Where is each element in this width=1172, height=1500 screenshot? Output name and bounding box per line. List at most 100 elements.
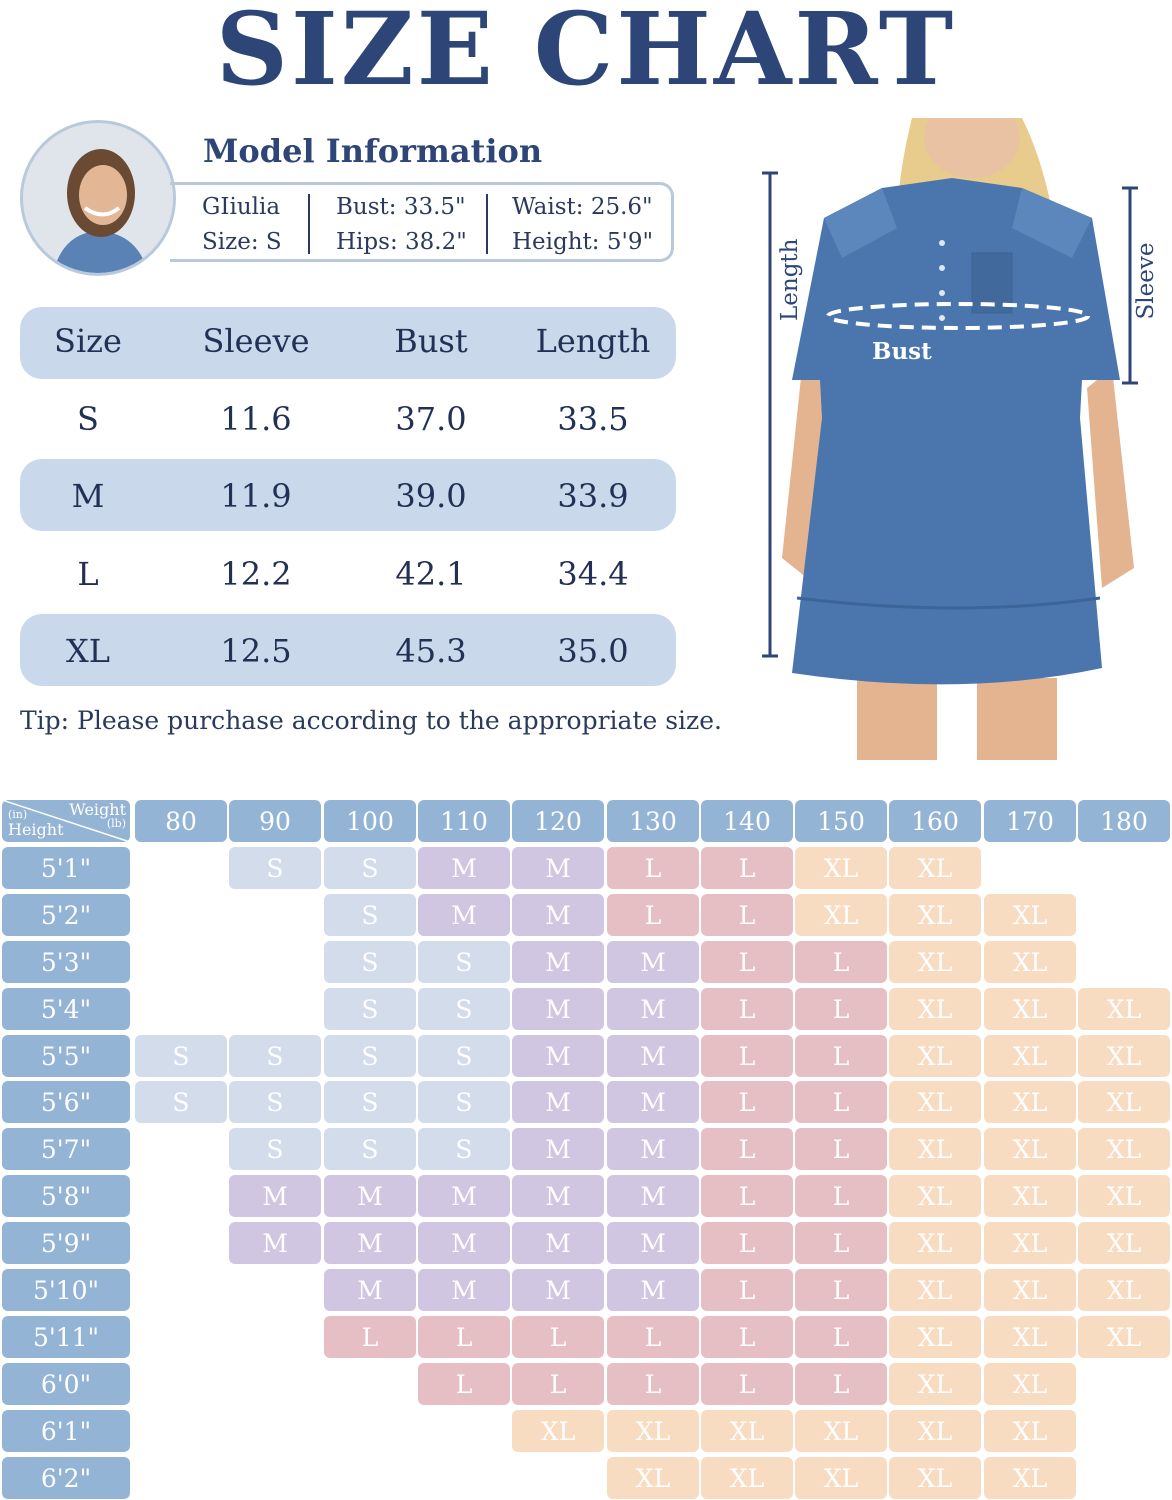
size-table-row-stripe bbox=[20, 459, 676, 531]
weight-header: 180 bbox=[1078, 800, 1170, 842]
height-header: 5'2" bbox=[2, 894, 130, 936]
size-cell: S bbox=[135, 1035, 227, 1077]
size-cell: S bbox=[418, 1035, 510, 1077]
model-divider bbox=[486, 194, 488, 254]
size-cell: L bbox=[607, 1316, 699, 1358]
size-cell: XL bbox=[889, 1081, 981, 1123]
size-table-header-row bbox=[20, 307, 676, 379]
size-cell: L bbox=[701, 1081, 793, 1123]
size-cell: XL bbox=[1078, 1035, 1170, 1077]
size-table-cell: 39.0 bbox=[395, 477, 467, 515]
model-measure-block-1: Bust: 33.5" Hips: 38.2" bbox=[336, 190, 467, 260]
weight-header: 100 bbox=[324, 800, 416, 842]
size-cell: S bbox=[135, 1081, 227, 1123]
size-cell: S bbox=[418, 941, 510, 983]
size-cell: XL bbox=[607, 1410, 699, 1452]
size-table-cell: 11.9 bbox=[220, 477, 292, 515]
size-table-cell: 37.0 bbox=[395, 400, 467, 438]
size-cell: L bbox=[512, 1316, 604, 1358]
size-cell: M bbox=[607, 1081, 699, 1123]
size-cell: XL bbox=[607, 1457, 699, 1499]
size-cell: XL bbox=[889, 1410, 981, 1452]
height-header: 5'9" bbox=[2, 1222, 130, 1264]
size-cell: XL bbox=[889, 1269, 981, 1311]
size-cell: M bbox=[607, 1222, 699, 1264]
model-height: Height: 5'9" bbox=[512, 229, 654, 255]
height-header: 5'3" bbox=[2, 941, 130, 983]
size-cell: XL bbox=[1078, 988, 1170, 1030]
size-cell: S bbox=[324, 1128, 416, 1170]
size-cell: M bbox=[229, 1175, 321, 1217]
size-table-cell: 35.0 bbox=[557, 632, 629, 670]
size-cell: XL bbox=[1078, 1316, 1170, 1358]
model-info-heading: Model Information bbox=[203, 132, 543, 170]
size-cell: XL bbox=[889, 1363, 981, 1405]
height-header: 5'6" bbox=[2, 1081, 130, 1123]
size-cell: L bbox=[795, 988, 887, 1030]
size-cell: XL bbox=[701, 1410, 793, 1452]
size-cell: XL bbox=[984, 1035, 1076, 1077]
size-cell: L bbox=[418, 1363, 510, 1405]
size-cell: XL bbox=[889, 1035, 981, 1077]
size-cell: XL bbox=[701, 1457, 793, 1499]
size-cell: L bbox=[701, 1316, 793, 1358]
size-table-row-stripe bbox=[20, 614, 676, 686]
weight-header: 170 bbox=[984, 800, 1076, 842]
size-cell: M bbox=[324, 1269, 416, 1311]
model-info-box bbox=[170, 182, 674, 262]
size-cell: L bbox=[701, 1175, 793, 1217]
size-cell: XL bbox=[889, 894, 981, 936]
model-waist: Waist: 25.6" bbox=[512, 194, 653, 220]
model-portrait-icon bbox=[23, 123, 173, 273]
length-label: Length bbox=[777, 238, 803, 321]
corner-height: Height bbox=[8, 820, 64, 839]
size-cell: XL bbox=[889, 1175, 981, 1217]
size-cell: S bbox=[229, 1128, 321, 1170]
size-table-cell: 33.9 bbox=[557, 477, 629, 515]
weight-header: 130 bbox=[607, 800, 699, 842]
size-cell: M bbox=[418, 1175, 510, 1217]
size-cell: L bbox=[701, 1222, 793, 1264]
size-cell: L bbox=[701, 847, 793, 889]
size-cell: XL bbox=[889, 1128, 981, 1170]
size-cell: L bbox=[701, 988, 793, 1030]
size-cell: L bbox=[795, 1175, 887, 1217]
size-table-header: Size bbox=[54, 322, 122, 360]
dress-measurement-diagram bbox=[762, 118, 1162, 760]
model-bust: Bust: 33.5" bbox=[336, 194, 466, 220]
size-cell: L bbox=[795, 1363, 887, 1405]
size-cell: XL bbox=[1078, 1081, 1170, 1123]
size-cell: M bbox=[512, 941, 604, 983]
size-cell: M bbox=[512, 988, 604, 1030]
size-cell: XL bbox=[984, 1222, 1076, 1264]
height-header: 5'8" bbox=[2, 1175, 130, 1217]
size-table-cell: 45.3 bbox=[395, 632, 467, 670]
corner-weight: Weight bbox=[69, 800, 126, 819]
height-header: 5'7" bbox=[2, 1128, 130, 1170]
size-cell: M bbox=[324, 1222, 416, 1264]
size-cell: L bbox=[324, 1316, 416, 1358]
size-cell: XL bbox=[1078, 1222, 1170, 1264]
size-cell: XL bbox=[1078, 1175, 1170, 1217]
size-cell: M bbox=[607, 1128, 699, 1170]
size-table-cell: L bbox=[77, 555, 99, 593]
model-avatar bbox=[20, 120, 176, 276]
model-name: GIiulia bbox=[202, 194, 281, 220]
size-cell: XL bbox=[984, 1175, 1076, 1217]
size-cell: XL bbox=[984, 1457, 1076, 1499]
size-cell: XL bbox=[795, 1457, 887, 1499]
height-header: 5'11" bbox=[2, 1316, 130, 1358]
size-cell: M bbox=[418, 847, 510, 889]
model-photo: Length Sleeve Bust bbox=[762, 118, 1162, 760]
size-table-header: Length bbox=[535, 322, 651, 360]
size-cell: XL bbox=[984, 894, 1076, 936]
size-cell: XL bbox=[984, 941, 1076, 983]
size-table-header: Bust bbox=[394, 322, 468, 360]
model-divider bbox=[308, 194, 310, 254]
bust-label: Bust bbox=[872, 338, 932, 365]
weight-header: 160 bbox=[889, 800, 981, 842]
weight-header: 140 bbox=[701, 800, 793, 842]
size-cell: XL bbox=[984, 1269, 1076, 1311]
height-header: 6'2" bbox=[2, 1457, 130, 1499]
size-cell: L bbox=[795, 1035, 887, 1077]
